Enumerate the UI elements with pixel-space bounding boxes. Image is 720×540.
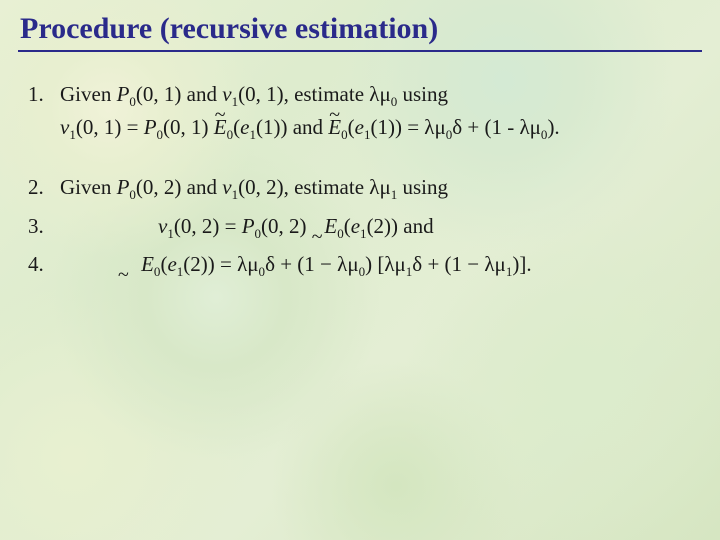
text: ( xyxy=(344,214,351,238)
item-body: Given P0(0, 2) and v1(0, 2), estimate λμ… xyxy=(60,171,692,204)
var-P: P xyxy=(144,115,157,139)
list-item-4: 4. E0(e1(2)) = λμ0δ + (1 − λμ0) [λμ1δ + … xyxy=(28,248,692,281)
list-item-3: 3. v1(0, 2) = P0(0, 2) E0(e1(2)) and xyxy=(28,210,692,243)
text: (0, 2) and xyxy=(136,175,222,199)
slide-content: 1. Given P0(0, 1) and v1(0, 1), estimate… xyxy=(0,52,720,281)
text: ) [λμ xyxy=(365,252,406,276)
text: δ + (1 - λμ xyxy=(452,115,541,139)
var-v: v xyxy=(60,115,69,139)
text: using xyxy=(397,175,448,199)
item-number: 2. xyxy=(28,171,60,204)
text: (2)) = λμ xyxy=(183,252,258,276)
item-body: E0(e1(2)) = λμ0δ + (1 − λμ0) [λμ1δ + (1 … xyxy=(60,248,692,281)
text: (0, 1) = xyxy=(76,115,144,139)
item-number: 1. xyxy=(28,78,60,143)
text: (0, 1) xyxy=(163,115,214,139)
text: δ + (1 − λμ xyxy=(412,252,506,276)
text: )]. xyxy=(512,252,531,276)
spacer xyxy=(28,149,692,171)
var-v: v xyxy=(222,175,231,199)
text: (1)) and xyxy=(256,115,328,139)
var-e: e xyxy=(351,214,360,238)
text: ( xyxy=(348,115,355,139)
text: (0, 2) = xyxy=(174,214,242,238)
var-E: E xyxy=(324,214,337,238)
item-body: v1(0, 2) = P0(0, 2) E0(e1(2)) and xyxy=(60,210,692,243)
text: (0, 2) xyxy=(261,214,312,238)
text: (2)) and xyxy=(367,214,434,238)
text: ). xyxy=(547,115,559,139)
var-e: e xyxy=(167,252,176,276)
item-number: 3. xyxy=(28,210,60,243)
var-P: P xyxy=(117,175,130,199)
text: (0, 1), estimate λμ xyxy=(238,82,391,106)
var-P: P xyxy=(242,214,255,238)
text: δ + (1 − λμ xyxy=(265,252,359,276)
item-body: Given P0(0, 1) and v1(0, 1), estimate λμ… xyxy=(60,78,692,143)
item-number: 4. xyxy=(28,248,60,281)
text: (0, 1) and xyxy=(136,82,222,106)
var-E-tilde: E xyxy=(214,111,227,144)
text: Given xyxy=(60,175,117,199)
list-item-1: 1. Given P0(0, 1) and v1(0, 1), estimate… xyxy=(28,78,692,143)
var-E-tilde: E xyxy=(328,111,341,144)
text: Given xyxy=(60,82,117,106)
list-item-2: 2. Given P0(0, 2) and v1(0, 2), estimate… xyxy=(28,171,692,204)
text: (1)) = λμ xyxy=(370,115,445,139)
var-e: e xyxy=(355,115,364,139)
var-v: v xyxy=(158,214,167,238)
var-P: P xyxy=(117,82,130,106)
var-E: E xyxy=(141,252,154,276)
slide-title: Procedure (recursive estimation) xyxy=(0,0,720,50)
text: (0, 2), estimate λμ xyxy=(238,175,391,199)
text: using xyxy=(397,82,448,106)
